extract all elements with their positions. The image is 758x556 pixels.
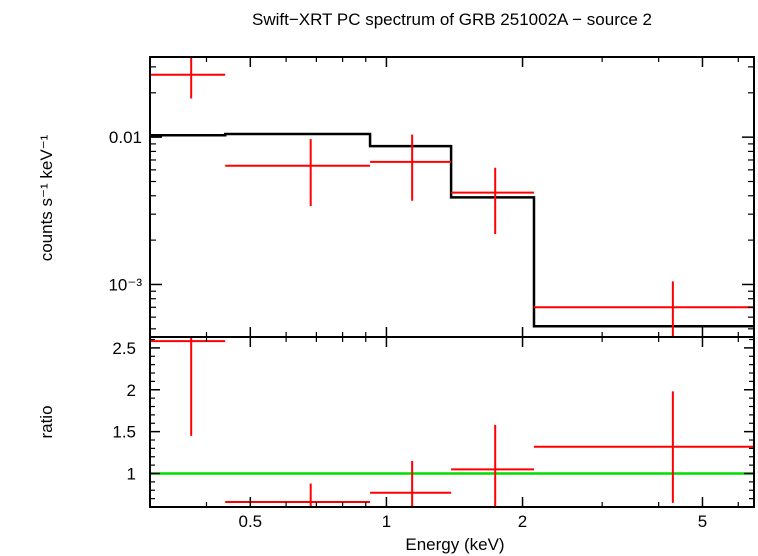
bottom-ticks-group: 0.5 1 2 5 1 1.5 2 2.5 (112, 337, 754, 531)
bottom-y-tick-label: 1 (127, 465, 136, 484)
bottom-y-axis-label: ratio (37, 405, 56, 438)
ratio-point-4 (451, 424, 534, 507)
model-step-line (150, 132, 754, 328)
data-point-3 (370, 134, 452, 201)
ratio-point-2 (225, 483, 371, 507)
data-point-4 (451, 167, 534, 235)
ratio-point-3 (370, 460, 452, 507)
bottom-y-tick-label: 2.5 (112, 339, 136, 358)
x-axis-label: Energy (keV) (405, 535, 504, 554)
data-point-2 (225, 139, 371, 207)
ratio-point-1 (150, 337, 226, 436)
ratio-point-5 (533, 391, 754, 503)
bottom-panel-frame (149, 336, 755, 508)
bottom-panel: 0.5 1 2 5 1 1.5 2 2.5 ratio Energy (keV) (37, 336, 755, 554)
x-tick-label: 5 (698, 512, 707, 531)
x-tick-label: 1 (382, 512, 391, 531)
top-ticks-group: 0.01 10⁻³ (108, 57, 754, 337)
top-y-axis-label: counts s⁻¹ keV⁻¹ (37, 134, 56, 261)
chart-title: Swift−XRT PC spectrum of GRB 251002A − s… (252, 10, 652, 29)
x-tick-label: 2 (518, 512, 527, 531)
top-model-group (150, 132, 754, 328)
top-y-tick-label: 10⁻³ (108, 275, 142, 294)
bottom-y-tick-label: 1.5 (112, 423, 136, 442)
top-data-group (150, 57, 754, 337)
x-tick-label: 0.5 (238, 512, 262, 531)
data-point-1 (150, 57, 226, 99)
data-point-5 (533, 281, 754, 337)
top-panel: 0.01 10⁻³ counts s⁻¹ keV⁻¹ (37, 56, 755, 338)
bottom-data-group (150, 337, 754, 507)
bottom-y-tick-label: 2 (127, 381, 136, 400)
top-y-tick-label: 0.01 (109, 128, 142, 147)
